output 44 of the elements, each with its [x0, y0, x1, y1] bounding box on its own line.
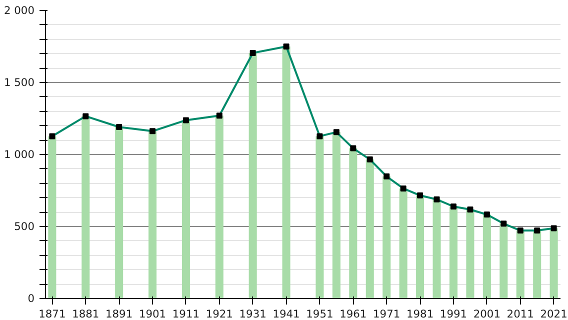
x-tick-label: 2021: [540, 308, 568, 320]
bar: [248, 52, 257, 298]
bar: [550, 228, 558, 298]
bar: [500, 224, 508, 298]
bar: [282, 46, 290, 298]
y-tick-label: 2 000: [4, 4, 35, 17]
bar: [148, 131, 157, 298]
x-tick-label: 2001: [473, 308, 500, 320]
x-tick-label: 1951: [306, 308, 334, 320]
bar: [399, 188, 408, 298]
x-tick-label: 1941: [272, 308, 300, 320]
x-tick-label: 1891: [106, 308, 133, 320]
x-tick-label: 1911: [172, 308, 200, 320]
y-tick-label: 1 500: [4, 76, 35, 89]
x-tick-label: 1921: [206, 308, 233, 320]
bar: [432, 199, 441, 298]
x-tick-label: 1931: [239, 308, 266, 320]
bar: [516, 230, 524, 298]
bar: [215, 116, 224, 298]
x-tick-label: 1871: [38, 308, 66, 320]
x-tick-label: 1901: [138, 308, 166, 320]
y-tick-label: 1 000: [4, 148, 35, 161]
bar: [115, 126, 124, 298]
bar: [349, 148, 358, 298]
bar: [533, 230, 542, 298]
bar: [332, 132, 340, 298]
x-tick-label: 1961: [340, 308, 367, 320]
bar: [82, 116, 90, 298]
x-tick-label: 1991: [440, 308, 468, 320]
y-tick-label: 0: [28, 292, 35, 305]
bar: [449, 206, 458, 298]
bar: [316, 136, 324, 298]
x-tick-label: 1881: [72, 308, 100, 320]
bar: [382, 176, 391, 298]
bar: [182, 120, 190, 298]
x-tick-label: 1971: [373, 308, 400, 320]
x-tick-label: 2011: [506, 308, 534, 320]
x-tick-label: 1981: [406, 308, 434, 320]
bar: [466, 210, 474, 298]
bar: [416, 195, 424, 298]
bar: [366, 159, 374, 298]
bar: [482, 214, 491, 298]
y-tick-label: 500: [14, 220, 35, 233]
bar: [48, 136, 56, 298]
